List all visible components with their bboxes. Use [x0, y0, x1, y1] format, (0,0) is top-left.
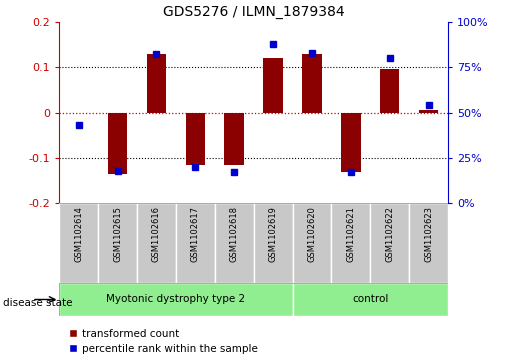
- Text: GSM1102622: GSM1102622: [385, 206, 394, 262]
- Bar: [380, 69, 400, 113]
- Text: GSM1102618: GSM1102618: [230, 206, 238, 262]
- Bar: [293, 203, 332, 283]
- Bar: [263, 58, 283, 113]
- Bar: [370, 203, 409, 283]
- Text: GSM1102623: GSM1102623: [424, 206, 433, 262]
- Title: GDS5276 / ILMN_1879384: GDS5276 / ILMN_1879384: [163, 5, 345, 19]
- Bar: [98, 203, 137, 283]
- Legend: transformed count, percentile rank within the sample: transformed count, percentile rank withi…: [64, 325, 262, 358]
- Bar: [137, 203, 176, 283]
- Bar: [147, 54, 166, 113]
- Text: disease state: disease state: [3, 298, 72, 308]
- Bar: [302, 54, 322, 113]
- Bar: [332, 203, 370, 283]
- Text: GSM1102616: GSM1102616: [152, 206, 161, 262]
- Text: GSM1102620: GSM1102620: [307, 206, 316, 262]
- Bar: [293, 283, 448, 316]
- Text: GSM1102619: GSM1102619: [269, 206, 278, 262]
- Bar: [253, 203, 293, 283]
- Text: GSM1102614: GSM1102614: [74, 206, 83, 262]
- Text: GSM1102621: GSM1102621: [347, 206, 355, 262]
- Text: GSM1102615: GSM1102615: [113, 206, 122, 262]
- Bar: [419, 110, 438, 113]
- Bar: [341, 113, 360, 172]
- Bar: [409, 203, 448, 283]
- Bar: [215, 203, 253, 283]
- Text: Myotonic dystrophy type 2: Myotonic dystrophy type 2: [106, 294, 246, 305]
- Bar: [185, 113, 205, 165]
- Bar: [176, 203, 215, 283]
- Bar: [59, 283, 293, 316]
- Bar: [225, 113, 244, 165]
- Text: control: control: [352, 294, 388, 305]
- Bar: [59, 203, 98, 283]
- Text: GSM1102617: GSM1102617: [191, 206, 200, 262]
- Bar: [108, 113, 127, 174]
